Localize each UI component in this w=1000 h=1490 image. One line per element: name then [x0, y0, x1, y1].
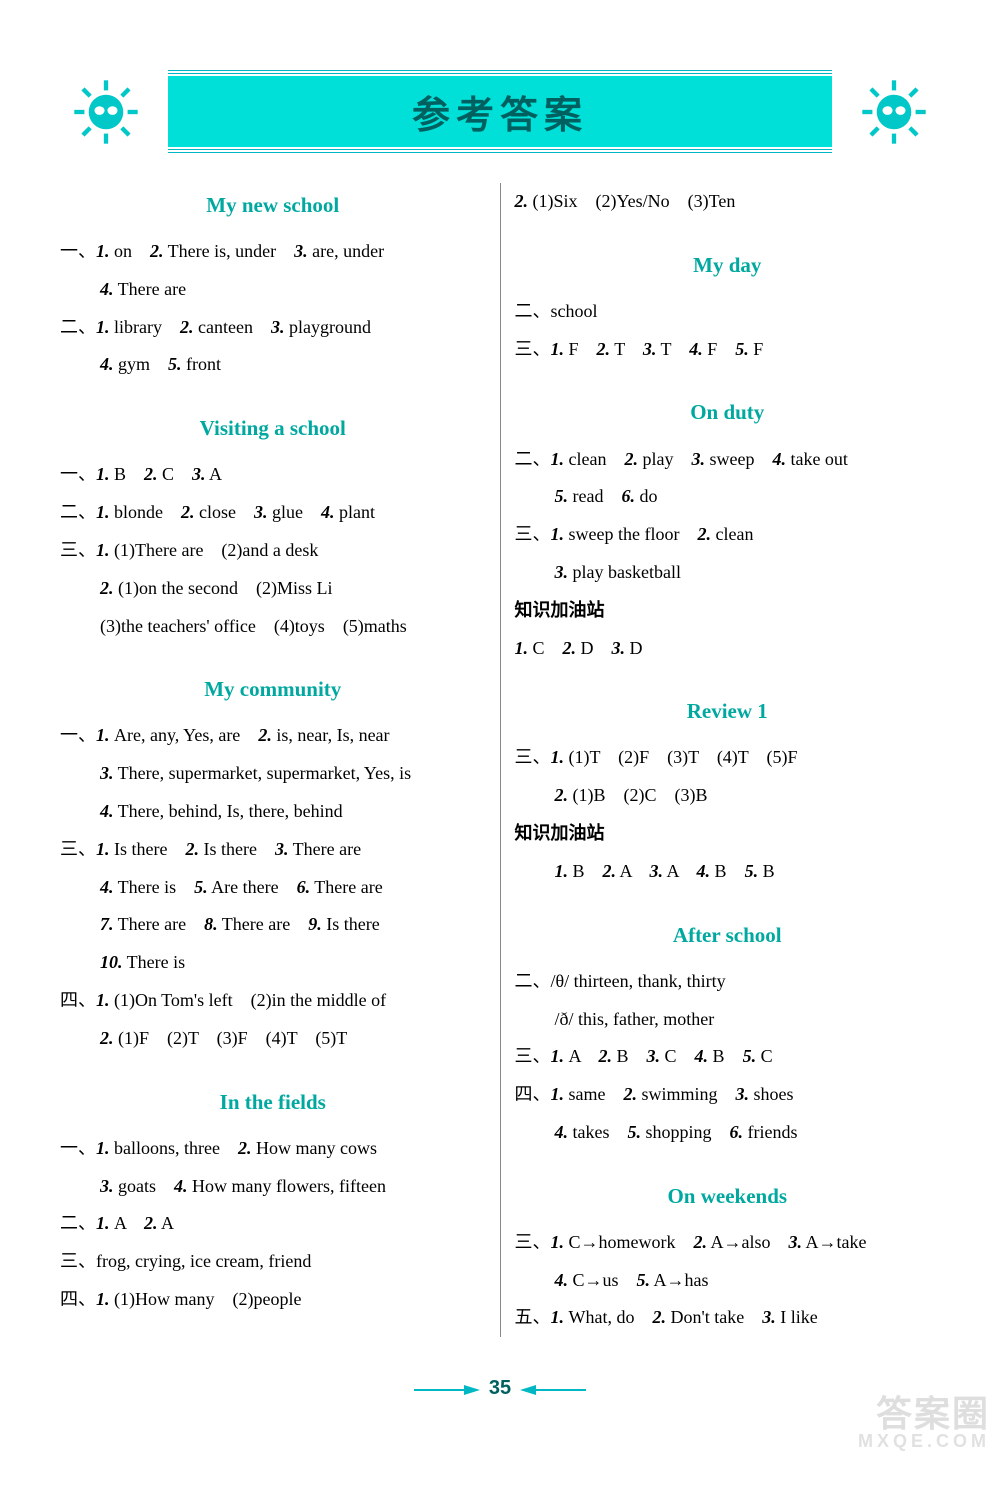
answer-line: 4. C→us 5. A→has [515, 1262, 941, 1300]
answer-line: 1. C 2. D 3. D [515, 630, 941, 668]
answer-line: 一、1. B 2. C 3. A [60, 456, 486, 494]
answer-line: 4. There are [60, 271, 486, 309]
content-columns: My new school 一、1. on 2. There is, under… [60, 183, 940, 1337]
answer-line: 5. read 6. do [515, 478, 941, 516]
section-title: Visiting a school [60, 406, 486, 450]
answer-line: (3)the teachers' office (4)toys (5)maths [60, 608, 486, 646]
answer-line: 3. There, supermarket, supermarket, Yes,… [60, 755, 486, 793]
answer-line: 一、1. Are, any, Yes, are 2. is, near, Is,… [60, 717, 486, 755]
footer-ornament-right-icon [516, 1383, 586, 1397]
sun-icon [858, 76, 930, 148]
answer-line: 1. B 2. A 3. A 4. B 5. B [515, 853, 941, 891]
answer-line: 2. (1)Six (2)Yes/No (3)Ten [515, 183, 941, 221]
answer-line: 4. gym 5. front [60, 346, 486, 384]
answer-line: 一、1. balloons, three 2. How many cows [60, 1130, 486, 1168]
answer-line: 2. (1)B (2)C (3)B [515, 777, 941, 815]
answer-line: 二、1. library 2. canteen 3. playground [60, 309, 486, 347]
answer-line: 三、1. (1)T (2)F (3)T (4)T (5)F [515, 739, 941, 777]
banner-title: 参考答案 [412, 95, 588, 137]
answer-line: 三、1. C→homework 2. A→also 3. A→take [515, 1224, 941, 1262]
answer-line: 4. There, behind, Is, there, behind [60, 793, 486, 831]
section-title: On duty [515, 390, 941, 434]
footer-ornament-left-icon [414, 1383, 484, 1397]
section-title: In the fields [60, 1080, 486, 1124]
answer-line: /ð/ this, father, mother [515, 1001, 941, 1039]
answer-line: 四、1. (1)How many (2)people [60, 1281, 486, 1319]
answer-line: 五、1. What, do 2. Don't take 3. I like [515, 1299, 941, 1337]
answer-key-page: 参考答案 My new sch [0, 30, 1000, 1460]
answer-line: 二、1. blonde 2. close 3. glue 4. plant [60, 494, 486, 532]
answer-line: 7. There are 8. There are 9. Is there [60, 906, 486, 944]
section-title: My day [515, 243, 941, 287]
section-title: Review 1 [515, 689, 941, 733]
answer-line: 三、1. A 2. B 3. C 4. B 5. C [515, 1038, 941, 1076]
answer-line: 4. takes 5. shopping 6. friends [515, 1114, 941, 1152]
section-title: My new school [60, 183, 486, 227]
sun-icon [70, 76, 142, 148]
answer-line: 三、1. F 2. T 3. T 4. F 5. F [515, 331, 941, 369]
answer-line: 四、1. same 2. swimming 3. shoes [515, 1076, 941, 1114]
knowledge-station-label: 知识加油站 [515, 592, 941, 630]
watermark-bottom: MXQE.COM [858, 1432, 990, 1450]
answer-line: 4. There is 5. Are there 6. There are [60, 869, 486, 907]
page-number: 35 [489, 1377, 511, 1399]
left-column: My new school 一、1. on 2. There is, under… [60, 183, 501, 1337]
answer-line: 10. There is [60, 944, 486, 982]
watermark: 答案圈 MXQE.COM [858, 1396, 990, 1450]
header: 参考答案 [60, 70, 940, 153]
answer-line: 2. (1)on the second (2)Miss Li [60, 570, 486, 608]
title-banner: 参考答案 [168, 70, 832, 153]
answer-line: 3. goats 4. How many flowers, fifteen [60, 1168, 486, 1206]
section-title: My community [60, 667, 486, 711]
answer-line: 三、1. (1)There are (2)and a desk [60, 532, 486, 570]
answer-line: 一、1. on 2. There is, under 3. are, under [60, 233, 486, 271]
answer-line: 二、1. clean 2. play 3. sweep 4. take out [515, 441, 941, 479]
answer-line: 三、frog, crying, ice cream, friend [60, 1243, 486, 1281]
page-footer: 35 [60, 1377, 940, 1400]
answer-line: 四、1. (1)On Tom's left (2)in the middle o… [60, 982, 486, 1020]
answer-line: 二、/θ/ thirteen, thank, thirty [515, 963, 941, 1001]
section-title: On weekends [515, 1174, 941, 1218]
knowledge-station-label: 知识加油站 [515, 815, 941, 853]
answer-line: 2. (1)F (2)T (3)F (4)T (5)T [60, 1020, 486, 1058]
watermark-top: 答案圈 [876, 1393, 990, 1434]
answer-line: 二、school [515, 293, 941, 331]
right-column: 2. (1)Six (2)Yes/No (3)Ten My day 二、scho… [501, 183, 941, 1337]
answer-line: 三、1. Is there 2. Is there 3. There are [60, 831, 486, 869]
answer-line: 三、1. sweep the floor 2. clean [515, 516, 941, 554]
answer-line: 二、1. A 2. A [60, 1205, 486, 1243]
answer-line: 3. play basketball [515, 554, 941, 592]
section-title: After school [515, 913, 941, 957]
